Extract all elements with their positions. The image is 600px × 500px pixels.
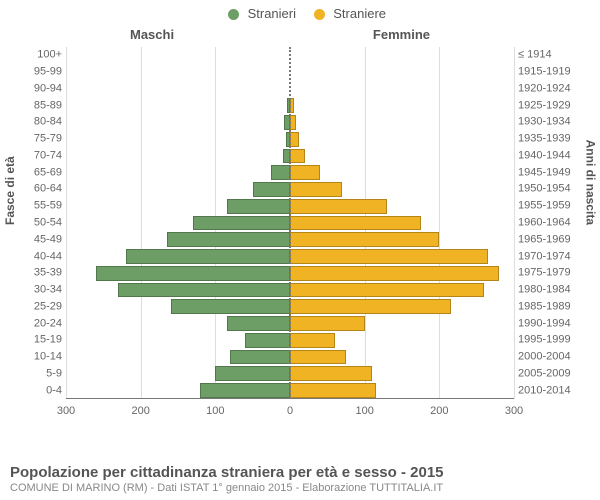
x-tick: 200 xyxy=(430,405,448,417)
age-tick: 65-69 xyxy=(26,167,62,178)
y2-axis-label: Anni di nascita xyxy=(583,140,597,225)
y-axis-label: Fasce di età xyxy=(3,156,17,225)
birth-tick: 2000-2004 xyxy=(518,352,580,363)
bar-female xyxy=(290,216,421,231)
age-tick: 25-29 xyxy=(26,301,62,312)
birth-tick: 1995-1999 xyxy=(518,335,580,346)
age-tick: 85-89 xyxy=(26,100,62,111)
x-tick: 0 xyxy=(287,405,293,417)
age-tick: 30-34 xyxy=(26,285,62,296)
bar-female xyxy=(290,249,488,264)
age-tick: 5-9 xyxy=(26,368,62,379)
age-tick: 0-4 xyxy=(26,385,62,396)
birth-tick: 2005-2009 xyxy=(518,368,580,379)
age-tick: 50-54 xyxy=(26,218,62,229)
age-tick: 90-94 xyxy=(26,83,62,94)
bar-male xyxy=(193,216,290,231)
chart-title: Popolazione per cittadinanza straniera p… xyxy=(10,464,590,481)
age-tick: 55-59 xyxy=(26,201,62,212)
x-tick: 300 xyxy=(57,405,75,417)
bar-female xyxy=(290,299,451,314)
birth-tick: 1960-1964 xyxy=(518,218,580,229)
legend-female-swatch xyxy=(314,9,325,20)
age-tick: 60-64 xyxy=(26,184,62,195)
age-tick: 100+ xyxy=(26,50,62,61)
birth-tick: 1970-1974 xyxy=(518,251,580,262)
birth-tick: 1915-1919 xyxy=(518,67,580,78)
legend-male-swatch xyxy=(228,9,239,20)
bar-female xyxy=(290,182,342,197)
bar-female xyxy=(290,350,346,365)
column-title-left: Maschi xyxy=(130,27,174,42)
bar-male xyxy=(96,266,290,281)
grid-line xyxy=(514,47,515,399)
bar-female xyxy=(290,149,305,164)
plot-area: 300200100 0100200300 0-42010-20145-92005… xyxy=(66,47,514,399)
bar-female xyxy=(290,232,439,247)
birth-tick: 1990-1994 xyxy=(518,318,580,329)
bar-male xyxy=(171,299,290,314)
birth-tick: 1965-1969 xyxy=(518,234,580,245)
bar-female xyxy=(290,383,376,398)
legend: Stranieri Straniere xyxy=(0,0,600,21)
birth-tick: ≤ 1914 xyxy=(518,50,580,61)
bar-male xyxy=(227,199,290,214)
birth-tick: 1930-1934 xyxy=(518,117,580,128)
bar-male xyxy=(271,165,290,180)
age-tick: 40-44 xyxy=(26,251,62,262)
bar-male xyxy=(215,366,290,381)
birth-tick: 1940-1944 xyxy=(518,150,580,161)
x-tick: 100 xyxy=(206,405,224,417)
age-tick: 75-79 xyxy=(26,134,62,145)
age-tick: 80-84 xyxy=(26,117,62,128)
x-tick: 200 xyxy=(131,405,149,417)
axis-bottom xyxy=(66,398,514,399)
birth-tick: 1920-1924 xyxy=(518,83,580,94)
birth-tick: 1935-1939 xyxy=(518,134,580,145)
bar-male xyxy=(118,283,290,298)
chart-subtitle: COMUNE DI MARINO (RM) - Dati ISTAT 1° ge… xyxy=(10,482,590,494)
age-tick: 35-39 xyxy=(26,268,62,279)
bar-male xyxy=(167,232,290,247)
bar-female xyxy=(290,283,484,298)
age-tick: 45-49 xyxy=(26,234,62,245)
legend-male-label: Stranieri xyxy=(248,6,296,21)
age-tick: 15-19 xyxy=(26,335,62,346)
bar-male xyxy=(126,249,290,264)
age-tick: 10-14 xyxy=(26,352,62,363)
birth-tick: 1925-1929 xyxy=(518,100,580,111)
bar-male xyxy=(227,316,290,331)
age-tick: 20-24 xyxy=(26,318,62,329)
bar-female xyxy=(290,199,387,214)
birth-tick: 1955-1959 xyxy=(518,201,580,212)
birth-tick: 2010-2014 xyxy=(518,385,580,396)
column-title-right: Femmine xyxy=(373,27,430,42)
bar-male xyxy=(230,350,290,365)
axis-zero xyxy=(289,47,291,399)
birth-tick: 1985-1989 xyxy=(518,301,580,312)
chart-footer: Popolazione per cittadinanza straniera p… xyxy=(10,464,590,494)
x-tick: 100 xyxy=(355,405,373,417)
birth-tick: 1975-1979 xyxy=(518,268,580,279)
bar-male xyxy=(245,333,290,348)
bar-female xyxy=(290,366,372,381)
birth-tick: 1980-1984 xyxy=(518,285,580,296)
birth-tick: 1945-1949 xyxy=(518,167,580,178)
population-pyramid-chart: Maschi Femmine Fasce di età Anni di nasc… xyxy=(10,25,590,425)
bar-female xyxy=(290,316,365,331)
bar-female xyxy=(290,132,299,147)
bar-female xyxy=(290,333,335,348)
birth-tick: 1950-1954 xyxy=(518,184,580,195)
age-tick: 70-74 xyxy=(26,150,62,161)
bar-female xyxy=(290,165,320,180)
age-tick: 95-99 xyxy=(26,67,62,78)
x-tick: 300 xyxy=(505,405,523,417)
bar-female xyxy=(290,266,499,281)
legend-female-label: Straniere xyxy=(333,6,386,21)
bar-male xyxy=(200,383,290,398)
bar-male xyxy=(253,182,290,197)
